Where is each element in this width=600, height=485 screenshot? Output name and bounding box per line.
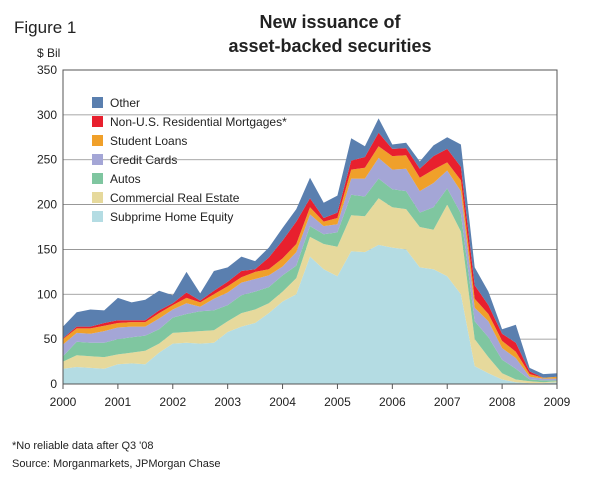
legend-label-autos: Autos — [110, 172, 141, 186]
footnote: *No reliable data after Q3 '08 — [12, 440, 154, 452]
y-tick-label-250: 250 — [37, 153, 57, 167]
y-tick-label-100: 100 — [37, 287, 57, 301]
legend-swatch-subprime-home-equity — [92, 211, 103, 222]
x-tick-label-2004: 2004 — [269, 395, 296, 409]
legend-label-subprime-home-equity: Subprime Home Equity — [110, 210, 233, 224]
x-tick-label-2003: 2003 — [214, 395, 241, 409]
y-tick-label-350: 350 — [37, 63, 57, 77]
source-note: Source: Morganmarkets, JPMorgan Chase — [12, 458, 221, 470]
chart-title-line-2: asset-backed securities — [228, 36, 432, 56]
x-tick-label-2008: 2008 — [489, 395, 516, 409]
legend-swatch-non-u-s-residential-mortgages — [92, 116, 103, 127]
series-area-commercial-real-estate — [63, 198, 557, 384]
series-area-autos — [63, 178, 557, 383]
legend-swatch-autos — [92, 173, 103, 184]
y-tick-label-200: 200 — [37, 198, 57, 212]
legend-swatch-credit-cards — [92, 154, 103, 165]
plot-frame — [62, 69, 558, 385]
area-chart: 0 50 100 150 200 250 300 350 2000 2001 2002 2003 200… — [37, 63, 571, 409]
series-area-subprime-home-equity — [63, 244, 557, 384]
x-tick-label-2000: 2000 — [50, 395, 77, 409]
chart-title-line-1: New issuance of — [259, 12, 401, 32]
x-tick-label-2002: 2002 — [159, 395, 186, 409]
x-tick-label-2001: 2001 — [105, 395, 132, 409]
y-axis-unit-label: $ Bil — [37, 46, 61, 60]
y-tick-label-0: 0 — [50, 377, 57, 391]
legend-label-commercial-real-estate: Commercial Real Estate — [110, 191, 240, 205]
legend-swatch-student-loans — [92, 135, 103, 146]
y-tick-label-300: 300 — [37, 108, 57, 122]
legend-label-student-loans: Student Loans — [110, 134, 187, 148]
x-tick-label-2009: 2009 — [544, 395, 571, 409]
chart-title: New issuance of asset-backed securities — [180, 10, 480, 58]
series-area-credit-cards — [63, 157, 557, 381]
legend-label-non-u-s-residential-mortgages: Non-U.S. Residential Mortgages* — [110, 115, 287, 129]
x-tick-label-2007: 2007 — [434, 395, 461, 409]
x-tick-label-2006: 2006 — [379, 395, 406, 409]
legend-swatch-commercial-real-estate — [92, 192, 103, 203]
legend-label-credit-cards: Credit Cards — [110, 153, 177, 167]
figure-label: Figure 1 — [14, 18, 77, 37]
legend-swatch-other — [92, 97, 103, 108]
legend-label-other: Other — [110, 96, 140, 110]
x-tick-label-2005: 2005 — [324, 395, 351, 409]
y-tick-label-50: 50 — [44, 332, 58, 346]
y-tick-label-150: 150 — [37, 242, 57, 256]
